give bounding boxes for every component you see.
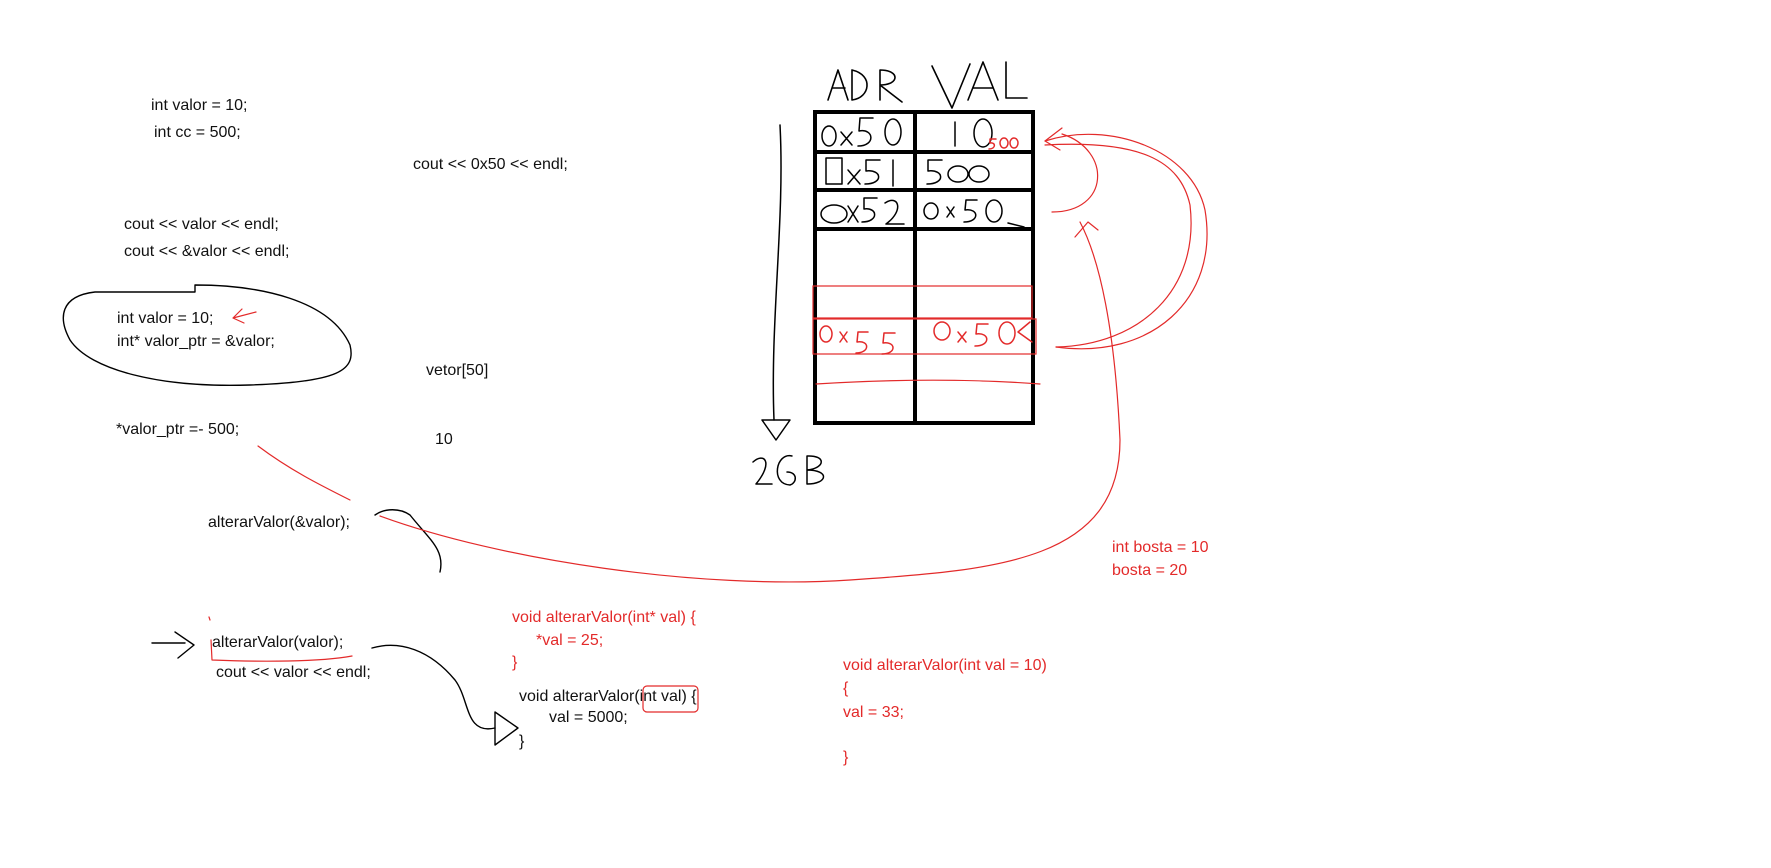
code-call-by-ref: alterarValor(&valor); <box>208 514 350 531</box>
header-adr-glyphs <box>827 69 903 103</box>
code-fn-ptr-body: *val = 25; <box>536 632 604 649</box>
code-fn-default-open: { <box>843 680 849 697</box>
cell-glyphs <box>820 117 1025 228</box>
code-fn-default-close: } <box>843 749 849 766</box>
code-ten: 10 <box>435 431 453 448</box>
pointer-row-highlight <box>812 285 1041 385</box>
code-cout-addr: cout << &valor << endl; <box>124 243 290 260</box>
code-vetor: vetor[50] <box>426 362 489 379</box>
code-fn-val-body: val = 5000; <box>549 709 628 726</box>
code-cout-hex: cout << 0x50 << endl; <box>413 156 568 173</box>
red-strokes <box>208 127 1208 713</box>
memory-table <box>813 110 1035 425</box>
code-cout-after: cout << valor << endl; <box>216 664 371 681</box>
code-call-by-val: alterarValor(valor); <box>212 634 344 651</box>
memory-size-arrow <box>761 124 791 441</box>
red-cell-glyphs <box>819 137 1033 355</box>
code-decl-valor: int valor = 10; <box>151 97 248 114</box>
code-fn-val-sig: void alterarValor(int val) { <box>519 688 697 705</box>
size-label-glyphs <box>752 455 825 486</box>
header-val-glyphs <box>931 61 1028 109</box>
ink-strokes <box>62 284 519 746</box>
code-fn-ptr-sig: void alterarValor(int* val) { <box>512 609 696 626</box>
code-decl-cc: int cc = 500; <box>154 124 241 141</box>
code-fn-val-close: } <box>519 733 525 750</box>
code-fn-default-body: val = 33; <box>843 704 904 721</box>
code-ptr-decl-ptr: int* valor_ptr = &valor; <box>117 333 275 350</box>
code-bosta-decl: int bosta = 10 <box>1112 539 1209 556</box>
code-fn-default-sig: void alterarValor(int val = 10) <box>843 657 1047 674</box>
code-cout-valor: cout << valor << endl; <box>124 216 279 233</box>
code-fn-ptr-close: } <box>512 654 518 671</box>
code-ptr-decl-valor: int valor = 10; <box>117 310 214 327</box>
code-bosta-assign: bosta = 20 <box>1112 562 1188 579</box>
code-deref-assign: *valor_ptr =- 500; <box>116 421 240 438</box>
